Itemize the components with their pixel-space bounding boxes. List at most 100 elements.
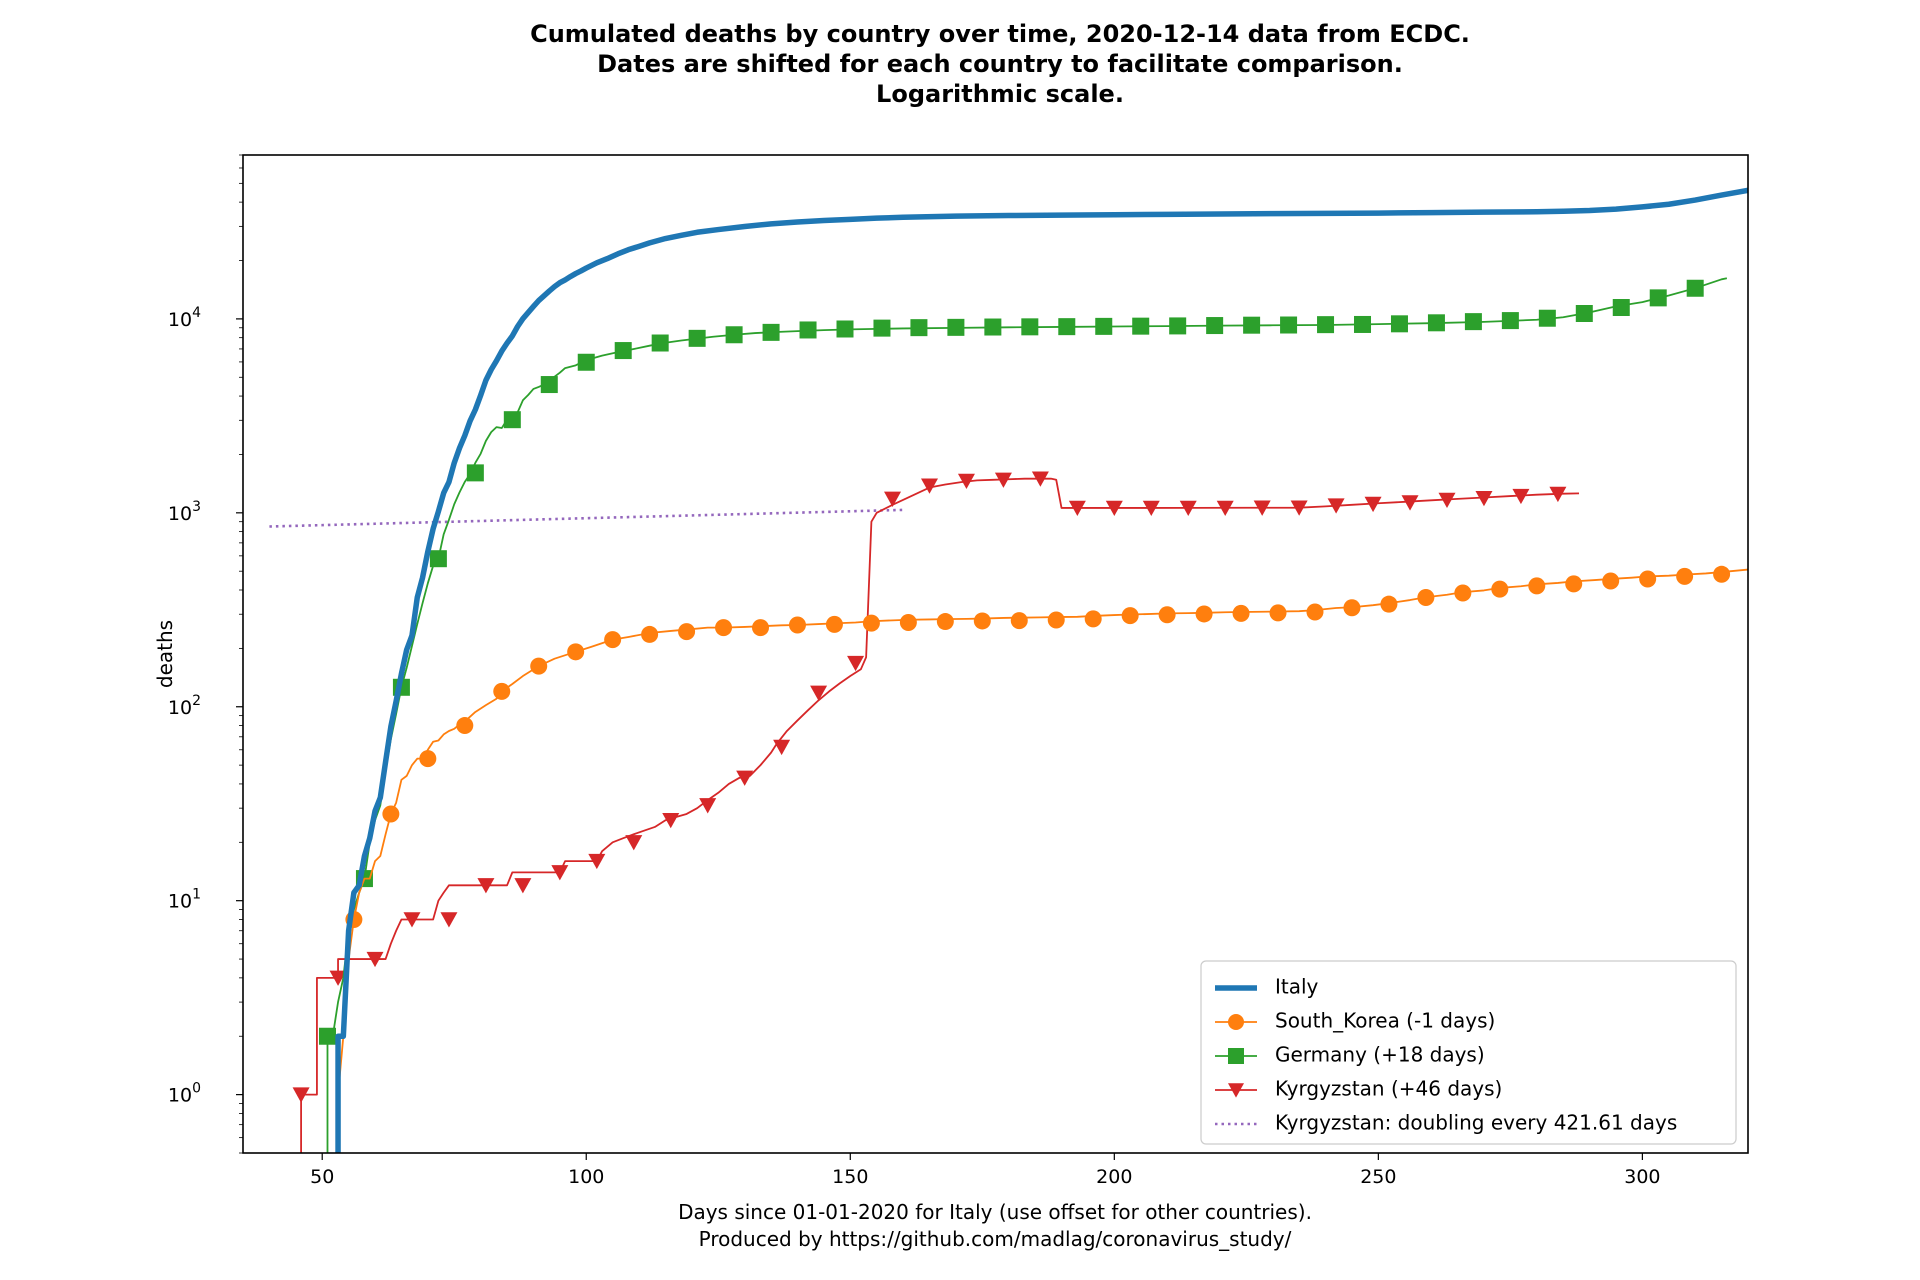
y-tick-base: 10 [168, 503, 192, 525]
data-point [466, 464, 484, 482]
data-point [725, 326, 743, 344]
data-point [1549, 486, 1567, 503]
data-point [1501, 312, 1519, 330]
legend-label-south-korea: South_Korea (-1 days) [1275, 1009, 1495, 1033]
data-point [1105, 500, 1123, 516]
data-point [1427, 314, 1445, 332]
x-tick-label: 300 [1624, 1166, 1660, 1188]
chart-title-line-3: Logarithmic scale. [876, 80, 1124, 108]
plot-series [269, 187, 1748, 1153]
x-tick-label: 150 [832, 1166, 868, 1188]
data-point [540, 376, 558, 394]
x-tick-label: 250 [1360, 1166, 1396, 1188]
data-point [577, 353, 595, 371]
data-point [773, 739, 791, 756]
data-point [604, 631, 622, 649]
y-tick-base: 10 [168, 697, 192, 719]
data-point [1142, 500, 1160, 516]
data-point [1438, 492, 1456, 509]
data-point [973, 612, 991, 630]
data-point [1565, 575, 1583, 593]
data-point [477, 878, 495, 894]
series-line [269, 508, 904, 528]
data-point [625, 835, 643, 851]
y-tick-base: 10 [168, 1085, 192, 1107]
data-point [403, 912, 421, 928]
data-point [1243, 316, 1261, 334]
y-tick-base: 10 [168, 309, 192, 331]
data-point [1058, 318, 1076, 336]
series-south-korea [337, 565, 1748, 1153]
legend-swatches [1215, 985, 1257, 1126]
data-point [1010, 612, 1028, 630]
legend-label-kyrgyzstan: Kyrgyzstan (+46 days) [1275, 1077, 1502, 1101]
data-point [1253, 500, 1271, 516]
data-point [1512, 488, 1530, 505]
data-point [292, 1087, 310, 1103]
chart-title-line-2: Dates are shifted for each country to fa… [597, 50, 1403, 78]
data-point [1612, 299, 1630, 317]
y-tick-exponent: 2 [192, 693, 201, 709]
legend: Italy South_Korea (-1 days) Germany (+18… [1200, 960, 1737, 1145]
data-point [1649, 289, 1667, 307]
data-point [1491, 580, 1509, 598]
data-point [862, 614, 880, 632]
x-axis-ticks: 50 100 150 200 250 300 [310, 1153, 1661, 1188]
data-point [762, 323, 780, 341]
data-point [1575, 305, 1593, 323]
data-point [1390, 315, 1408, 333]
data-point [567, 643, 585, 661]
data-point [1676, 567, 1694, 585]
series-line [300, 477, 1580, 1153]
data-point [1228, 1014, 1244, 1030]
data-point [329, 970, 347, 986]
data-point [947, 318, 965, 336]
data-point [551, 865, 569, 881]
data-point [736, 770, 754, 786]
data-point [1121, 607, 1139, 625]
data-point [788, 616, 806, 634]
legend-box [1200, 960, 1737, 1145]
data-point [1639, 570, 1657, 588]
plot-frame [242, 154, 1749, 1154]
data-point [1228, 1083, 1244, 1098]
legend-label-italy: Italy [1275, 975, 1319, 999]
chart-title: Cumulated deaths by country over time, 2… [530, 20, 1470, 108]
data-point [419, 750, 437, 768]
data-point [1686, 279, 1704, 297]
data-point [651, 334, 669, 352]
data-point [825, 615, 843, 633]
data-point [1464, 313, 1482, 331]
data-point [899, 613, 917, 631]
data-point [1021, 318, 1039, 336]
data-point [752, 619, 770, 637]
data-point [1401, 495, 1419, 511]
data-point [1317, 316, 1335, 334]
data-point [994, 472, 1012, 488]
data-point [1327, 498, 1345, 514]
y-tick-label: 102 [168, 693, 201, 719]
legend-label-germany: Germany (+18 days) [1275, 1043, 1485, 1067]
data-point [1364, 496, 1382, 513]
data-point [614, 342, 632, 360]
data-point [957, 473, 975, 490]
data-point [1290, 500, 1308, 516]
data-point [1417, 588, 1435, 606]
data-point [873, 319, 891, 337]
y-tick-base: 10 [168, 891, 192, 913]
data-point [1354, 315, 1372, 333]
data-point [1232, 604, 1250, 622]
data-point [1228, 1048, 1244, 1064]
y-tick-exponent: 0 [192, 1081, 201, 1097]
y-tick-label: 101 [168, 887, 201, 913]
data-point [836, 320, 854, 338]
data-point [641, 625, 659, 643]
y-tick-label: 100 [168, 1081, 201, 1107]
data-point [514, 878, 532, 894]
y-tick-exponent: 4 [192, 305, 201, 321]
data-point [1269, 604, 1287, 622]
series-line [337, 568, 1748, 1153]
data-point [1713, 565, 1731, 583]
